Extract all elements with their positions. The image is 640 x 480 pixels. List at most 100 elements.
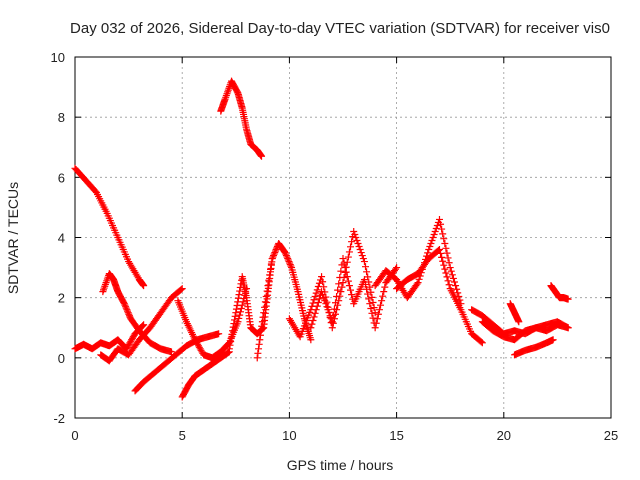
data-point (235, 314, 243, 322)
y-tick-label: 6 (58, 170, 65, 185)
data-point (381, 283, 389, 291)
data-point (255, 340, 263, 348)
data-point (262, 292, 270, 300)
data-point (441, 265, 449, 273)
data-point (362, 263, 370, 271)
data-point (445, 259, 453, 267)
data-point (344, 253, 352, 261)
data-point (333, 292, 341, 300)
data-point (369, 298, 377, 306)
data-point (312, 289, 320, 297)
axis-ticks: 0 5 10 15 20 25 -2 0 2 4 6 8 10 (51, 50, 619, 443)
data-point (194, 342, 202, 350)
data-point (437, 249, 445, 257)
data-point (428, 237, 436, 245)
data-point (438, 225, 446, 233)
data-point (328, 324, 336, 332)
x-tick-label: 25 (604, 428, 618, 443)
data-point (313, 286, 321, 294)
data-point (351, 230, 359, 238)
data-point (225, 345, 233, 353)
data-point (123, 306, 131, 314)
data-point (362, 280, 370, 288)
data-point (341, 264, 349, 272)
data-point (237, 308, 245, 316)
data-point (440, 261, 448, 269)
data-point (337, 267, 345, 275)
data-point (353, 237, 361, 245)
y-axis-label: SDTVAR / TECUs (5, 182, 21, 294)
data-point (452, 282, 460, 290)
data-point (372, 319, 380, 327)
data-point (319, 291, 327, 299)
data-point (340, 259, 348, 267)
data-point (439, 257, 447, 265)
data-point (413, 280, 421, 288)
data-point (445, 281, 453, 289)
data-point (379, 292, 387, 300)
data-point (267, 260, 275, 268)
data-point (363, 268, 371, 276)
data-point (319, 278, 327, 286)
data-point (347, 243, 355, 251)
data-point (432, 224, 440, 232)
data-point (312, 306, 320, 314)
data-point (337, 288, 345, 296)
x-tick-label: 10 (282, 428, 296, 443)
series-arc-3 (71, 321, 148, 353)
data-point (271, 247, 279, 255)
data-point (124, 309, 132, 317)
data-point (354, 240, 362, 248)
data-point (284, 256, 292, 264)
data-point (261, 298, 269, 306)
data-point (323, 303, 331, 311)
data-point (233, 301, 241, 309)
data-point (564, 324, 572, 332)
data-point (128, 336, 136, 344)
series-arc-10 (253, 240, 315, 362)
data-point (356, 246, 364, 254)
data-point (196, 345, 204, 353)
data-point (369, 314, 377, 322)
data-point (253, 354, 261, 362)
data-point (177, 286, 185, 294)
data-point (128, 334, 136, 342)
data-point (477, 338, 485, 346)
data-point (260, 309, 268, 317)
data-point (329, 319, 337, 327)
series-arc-17 (511, 336, 557, 359)
data-point (367, 304, 375, 312)
data-point (266, 271, 274, 279)
data-point (343, 258, 351, 266)
data-point (282, 252, 290, 260)
data-point (360, 276, 368, 284)
data-point (227, 334, 235, 342)
data-point (194, 340, 202, 348)
data-point (259, 313, 267, 321)
data-point (269, 253, 277, 261)
data-point (258, 152, 266, 160)
data-point (325, 309, 333, 317)
data-point (368, 309, 376, 317)
data-point (446, 264, 454, 272)
data-point (315, 279, 323, 287)
data-point (331, 299, 339, 307)
data-point (334, 286, 342, 294)
data-point (320, 283, 328, 291)
data-point (232, 309, 240, 317)
data-point (442, 269, 450, 277)
data-point (426, 243, 434, 251)
y-tick-label: 8 (58, 110, 65, 125)
data-point (313, 302, 321, 310)
data-point (178, 285, 186, 293)
data-point (347, 286, 355, 294)
data-point (439, 230, 447, 238)
data-point (139, 322, 147, 330)
data-point (314, 298, 322, 306)
y-tick-label: 2 (58, 291, 65, 306)
data-point (328, 318, 336, 326)
data-point (228, 330, 236, 338)
data-point (281, 249, 289, 257)
data-point (352, 234, 360, 241)
